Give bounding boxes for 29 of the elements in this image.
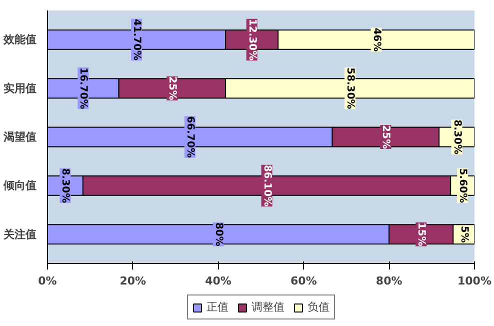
x-tick-label: 20% [120,274,146,288]
y-tick-label: 渴望值 [2,130,36,144]
y-tick-label: 倾向值 [2,179,36,192]
data-label: 8.30% [60,168,71,204]
y-tick-label: 效能值 [2,33,36,46]
x-tick-label: 80% [376,274,402,288]
data-label: 8.30% [451,120,462,154]
data-label: 25% [166,76,178,100]
x-tick-label: 40% [205,274,232,288]
data-label: 5% [458,226,470,243]
data-label: 46% [370,28,382,52]
x-tick-label: 0% [38,274,57,288]
legend-label: 负值 [308,300,330,314]
data-label: 41.70% [131,18,142,61]
y-tick-label: 实用值 [4,82,36,95]
data-label: 12.30% [246,18,258,61]
data-label: 66.70% [184,116,196,158]
data-label: 25% [380,125,392,149]
data-label: 16.70% [78,68,89,110]
y-tick-label: 关注值 [2,228,36,241]
data-label: 80% [212,222,224,246]
x-tick-label: 60% [290,274,317,288]
data-label: 58.30% [344,68,356,110]
x-tick-label: 100% [458,274,492,288]
data-label: 5.60% [457,168,468,204]
data-label: 15% [416,222,427,246]
legend-label: 调整值 [252,300,284,314]
data-label: 86.10% [261,164,272,206]
legend-label: 正值 [206,300,228,314]
